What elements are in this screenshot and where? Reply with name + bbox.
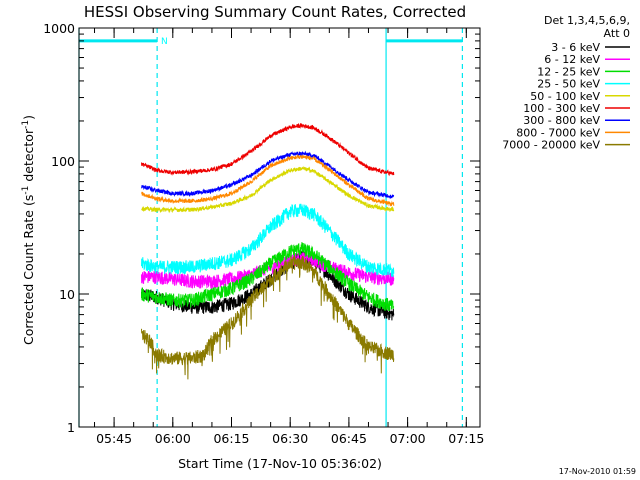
series-line-1 <box>141 250 395 321</box>
plot-frame <box>78 27 481 428</box>
y-axis-label: Corrected Count Rate (s-1 detector-1) <box>21 115 36 345</box>
y-label-sup-1: -1 <box>21 186 31 195</box>
x-tick-label: 07:15 <box>448 431 484 446</box>
series-line-9 <box>141 255 395 380</box>
series-line-4 <box>141 203 395 277</box>
x-tick-label: 06:15 <box>213 431 249 446</box>
x-tick-label: 07:00 <box>390 431 426 446</box>
legend-entry-label: 800 - 7000 keV <box>516 126 600 139</box>
legend-entry-label: 7000 - 20000 keV <box>502 139 600 152</box>
x-tick-label: 06:30 <box>272 431 308 446</box>
y-tick-label: 1000 <box>43 21 75 36</box>
legend-entry-label: 25 - 50 keV <box>537 78 600 91</box>
y-label-sup-2: -1 <box>21 120 31 129</box>
series-line-6 <box>141 122 395 177</box>
annotation-flag: N <box>161 37 168 47</box>
y-label-prefix: Corrected Count Rate (s <box>21 195 36 345</box>
x-tick-label: 05:45 <box>96 431 132 446</box>
legend-entry-label: 3 - 6 keV <box>551 41 600 54</box>
series-line-5 <box>141 165 395 214</box>
legend-header-line-2: Att 0 <box>604 27 630 40</box>
series-line-8 <box>141 153 395 207</box>
legend-entry-label: 100 - 300 keV <box>523 102 600 115</box>
y-label-mid: detector <box>21 128 36 186</box>
legend-entry-label: 300 - 800 keV <box>523 114 600 127</box>
footer-timestamp: 17-Nov-2010 01:59 <box>559 467 636 476</box>
series-line-7 <box>141 150 395 200</box>
axes: 05:45 06:00 06:15 06:30 06:45 07:00 07:15 1 10 10… <box>43 21 484 446</box>
legend-entry-label: 6 - 12 keV <box>544 53 600 66</box>
series-line-3 <box>141 242 395 312</box>
y-tick-label: 10 <box>59 287 75 302</box>
chart-title: HESSI Observing Summary Count Rates, Cor… <box>84 3 466 21</box>
y-tick-label: 100 <box>51 154 75 169</box>
y-tick-label: 1 <box>67 420 75 435</box>
legend-header-line-1: Det 1,3,4,5,6,9, <box>544 14 630 27</box>
legend-entry-label: 12 - 25 keV <box>537 65 600 78</box>
series-group <box>141 122 395 380</box>
x-tick-label: 06:45 <box>331 431 367 446</box>
legend-entry-label: 50 - 100 keV <box>530 90 600 103</box>
y-label-suffix: ) <box>21 115 36 120</box>
x-axis-label: Start Time (17-Nov-10 05:36:02) <box>178 456 382 471</box>
x-tick-label: 06:00 <box>155 431 191 446</box>
